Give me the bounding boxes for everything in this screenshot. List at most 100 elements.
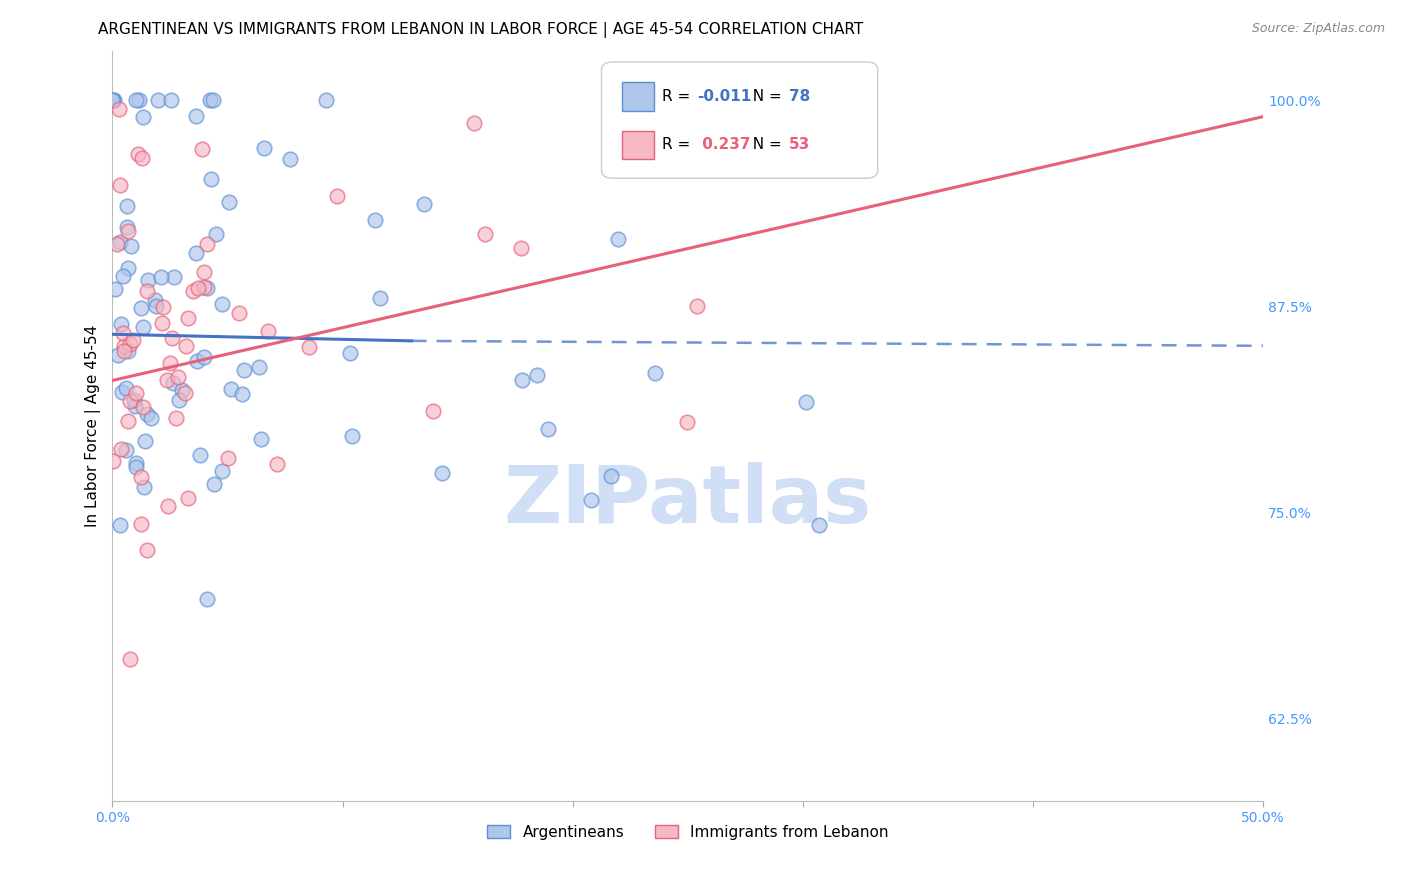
Point (131, 110, 153, 124)
Point (174, 339, 197, 353)
Point (134, 479, 156, 493)
Point (101, 93, 124, 107)
Point (112, 344, 135, 359)
Point (163, 270, 186, 285)
Point (111, 269, 134, 284)
Point (198, 93, 221, 107)
Point (118, 394, 141, 409)
Point (128, 93, 150, 107)
Point (177, 491, 200, 506)
Point (193, 265, 215, 279)
Point (422, 404, 444, 418)
Point (780, 93, 803, 107)
Point (108, 235, 131, 249)
Point (152, 300, 174, 314)
Point (101, 453, 124, 467)
Text: Source: ZipAtlas.com: Source: ZipAtlas.com (1251, 22, 1385, 36)
Point (190, 142, 212, 156)
Point (110, 178, 132, 192)
Point (107, 102, 129, 116)
Point (250, 432, 273, 446)
Text: -0.011: -0.011 (697, 89, 751, 104)
Point (117, 414, 139, 428)
Point (125, 460, 148, 475)
Point (156, 373, 179, 387)
Point (170, 384, 193, 398)
Point (110, 317, 132, 331)
Point (186, 353, 208, 368)
Point (339, 346, 361, 360)
Point (120, 337, 142, 351)
Point (104, 281, 127, 295)
Point (160, 93, 183, 107)
Point (326, 188, 349, 202)
Point (202, 93, 225, 107)
Point (202, 477, 225, 491)
Point (537, 422, 560, 436)
Point (129, 517, 152, 532)
Text: 78: 78 (789, 89, 810, 104)
Point (112, 339, 135, 353)
Point (231, 387, 253, 401)
Point (160, 331, 183, 345)
Point (117, 260, 139, 275)
Point (257, 324, 280, 338)
Point (143, 293, 166, 307)
Point (115, 220, 138, 235)
Point (364, 212, 387, 227)
Point (211, 465, 233, 479)
Point (368, 291, 391, 305)
Point (146, 93, 169, 107)
Point (101, 93, 124, 107)
Point (110, 442, 132, 456)
Point (145, 300, 167, 314)
Point (136, 407, 159, 421)
Point (125, 456, 148, 470)
Point (127, 147, 149, 161)
Point (184, 246, 207, 260)
Point (159, 356, 181, 370)
Point (253, 141, 276, 155)
Point (117, 344, 139, 359)
Point (136, 284, 159, 298)
Point (183, 284, 205, 298)
Text: 0.237: 0.237 (697, 137, 751, 152)
Point (177, 311, 200, 326)
Point (217, 451, 239, 466)
Point (131, 470, 153, 484)
Point (219, 382, 242, 396)
Point (124, 399, 146, 413)
Point (132, 319, 155, 334)
Legend: Argentineans, Immigrants from Lebanon: Argentineans, Immigrants from Lebanon (481, 819, 894, 846)
Point (138, 273, 160, 287)
Point (211, 297, 233, 311)
Point (197, 281, 219, 295)
Point (510, 241, 533, 255)
Point (195, 237, 218, 252)
Point (156, 499, 179, 513)
Point (122, 334, 145, 348)
Point (808, 517, 831, 532)
Point (579, 493, 602, 508)
Point (193, 350, 215, 364)
Point (278, 153, 301, 167)
Point (125, 386, 148, 401)
Point (233, 363, 256, 377)
Point (526, 368, 548, 383)
Point (266, 458, 288, 472)
FancyBboxPatch shape (602, 62, 877, 178)
Point (120, 652, 142, 666)
Point (676, 416, 699, 430)
Point (228, 305, 250, 319)
Point (120, 239, 142, 253)
Point (193, 280, 215, 294)
Point (111, 385, 134, 400)
Point (132, 400, 155, 414)
Point (150, 316, 173, 330)
Point (599, 469, 621, 483)
Point (117, 199, 139, 213)
Point (107, 348, 129, 362)
Point (115, 381, 138, 395)
Text: R =: R = (662, 89, 696, 104)
FancyBboxPatch shape (623, 131, 654, 160)
